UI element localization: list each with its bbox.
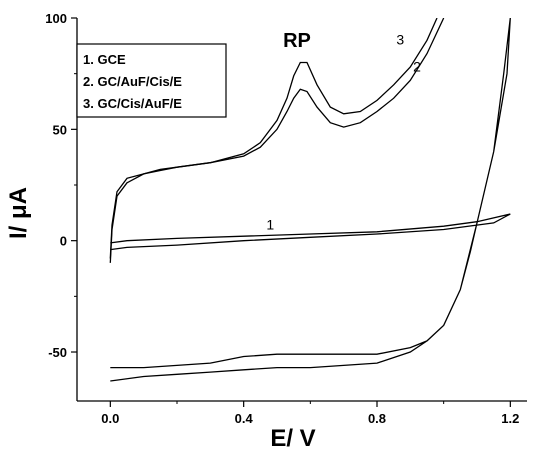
curve-label-1: 1: [266, 217, 274, 233]
legend-entry-1: 1. GCE: [83, 52, 126, 67]
series-line-3: [109, 18, 438, 259]
y-tick-label: 0: [60, 234, 67, 249]
series-line-2: [109, 18, 445, 263]
curve-label-3: 3: [396, 32, 404, 48]
series-group: [109, 18, 511, 382]
legend-entry-3: 3. GC/Cis/AuF/E: [83, 96, 182, 111]
x-tick-label: 0.8: [368, 411, 386, 426]
peak-label-rp: RP: [283, 30, 311, 52]
annotations: RP 1 23: [266, 30, 421, 233]
x-tick-label: 1.2: [501, 411, 519, 426]
y-axis-title: I/ μA: [5, 187, 32, 239]
y-tick-label: 100: [45, 11, 67, 26]
x-tick-label: 0.4: [235, 411, 254, 426]
legend-box: [76, 43, 227, 118]
curve-label-2: 2: [413, 58, 421, 74]
x-tick-label: 0.0: [101, 411, 119, 426]
series-line-envelope: [110, 18, 511, 382]
y-tick-label: 50: [53, 122, 67, 137]
series-line-1: [110, 213, 511, 251]
x-axis-title: E/ V: [270, 425, 315, 451]
axis-ticks: 0.0 0.4 0.8 1.2 -50 0 50 100: [45, 11, 519, 426]
legend-entry-2: 2. GC/AuF/Cis/E: [83, 74, 182, 89]
y-tick-label: -50: [48, 345, 67, 360]
legend: 1. GCE 2. GC/AuF/Cis/E 3. GC/Cis/AuF/E: [76, 43, 227, 118]
